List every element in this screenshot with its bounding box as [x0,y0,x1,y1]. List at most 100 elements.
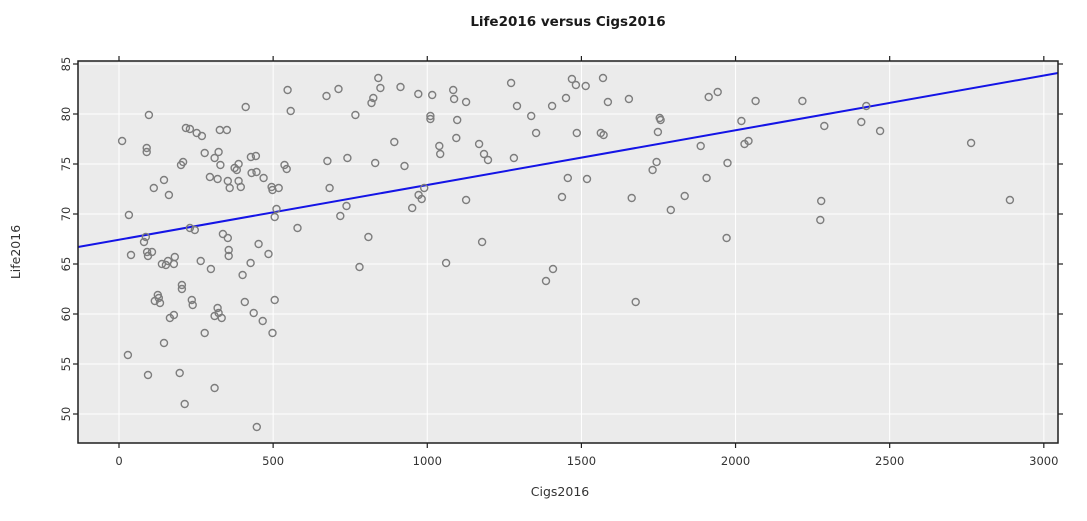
data-point [336,211,345,221]
data-point [506,78,516,88]
data-point [325,183,334,193]
data-point [408,203,417,213]
data-point [875,126,885,136]
data-point [149,183,159,193]
data-point [144,110,154,120]
data-point [214,147,223,157]
data-point [323,156,332,166]
data-point [653,127,663,137]
data-point [582,174,592,184]
tick-labels: 0 500 1000 1500 2000 2500 3000 50 55 60 65 70 75 80 85 [59,57,1058,468]
data-point [213,303,222,313]
data-point [603,97,613,107]
data-point [704,92,713,102]
y-tick-label: 70 [59,207,73,222]
x-axis-title: Cigs2016 [531,484,590,499]
plot-panel [78,61,1058,443]
data-point [449,94,459,104]
data-point [223,233,233,243]
data-point [264,249,273,259]
data-point [396,82,405,92]
data-point [461,97,471,107]
data-point [238,270,247,280]
data-point [200,328,209,338]
data-point [236,182,246,192]
data-point [176,160,186,170]
data-point [210,153,219,163]
data-point [225,183,234,193]
data-point [180,399,189,409]
data-point [286,106,295,116]
data-point [282,164,291,174]
axis-ticks [73,56,1063,448]
data-point [581,81,590,91]
data-point [258,316,267,326]
x-tick-label: 2500 [875,454,904,468]
regression-line [77,72,1059,248]
data-point [461,195,471,205]
data-point [541,276,551,286]
data-point [367,98,376,108]
x-tick-label: 1000 [413,454,442,468]
data-point [428,90,437,100]
data-point [371,158,380,168]
data-point [666,205,675,215]
data-point [652,157,661,167]
data-point [857,117,866,127]
data-point [224,251,233,261]
data-point [218,229,228,239]
data-point [477,237,487,247]
data-point [426,111,435,121]
data-point [376,83,385,93]
data-point [159,175,169,185]
data-point [631,297,640,307]
data-point [124,210,134,220]
data-point [164,190,174,200]
data-point [210,383,219,393]
data-point [143,251,153,261]
data-point [177,284,187,294]
data-point [453,115,462,125]
data-point [139,237,149,247]
data-point [548,264,558,274]
data-points [117,73,1015,432]
data-point [222,125,232,135]
data-point [798,96,807,106]
data-point [374,73,383,83]
data-point [240,297,250,307]
data-point [142,143,151,153]
data-point [680,191,689,201]
data-point [251,151,261,161]
x-tick-label: 500 [262,454,284,468]
data-point [241,102,250,112]
x-tick-label: 3000 [1029,454,1058,468]
data-point [571,80,581,90]
data-point [816,215,825,225]
data-point [567,74,577,84]
y-axis-title: Life2016 [8,225,23,279]
data-point [527,111,536,121]
data-point [426,114,435,124]
data-point [155,298,165,308]
data-point [364,232,373,242]
data-point [188,300,197,310]
data-point [355,262,364,272]
data-point [400,161,409,171]
data-point [547,101,557,111]
data-point [165,313,175,323]
data-point [509,153,519,163]
data-point [252,422,261,432]
data-point [185,124,195,134]
y-tick-label: 50 [59,407,73,422]
data-point [420,183,429,193]
data-point [435,141,444,151]
x-tick-label: 1500 [567,454,596,468]
x-tick-label: 0 [115,454,122,468]
data-point [232,165,242,175]
x-tick-label: 2000 [721,454,750,468]
data-point [200,148,209,158]
data-point [966,138,976,148]
y-tick-label: 55 [59,357,73,372]
